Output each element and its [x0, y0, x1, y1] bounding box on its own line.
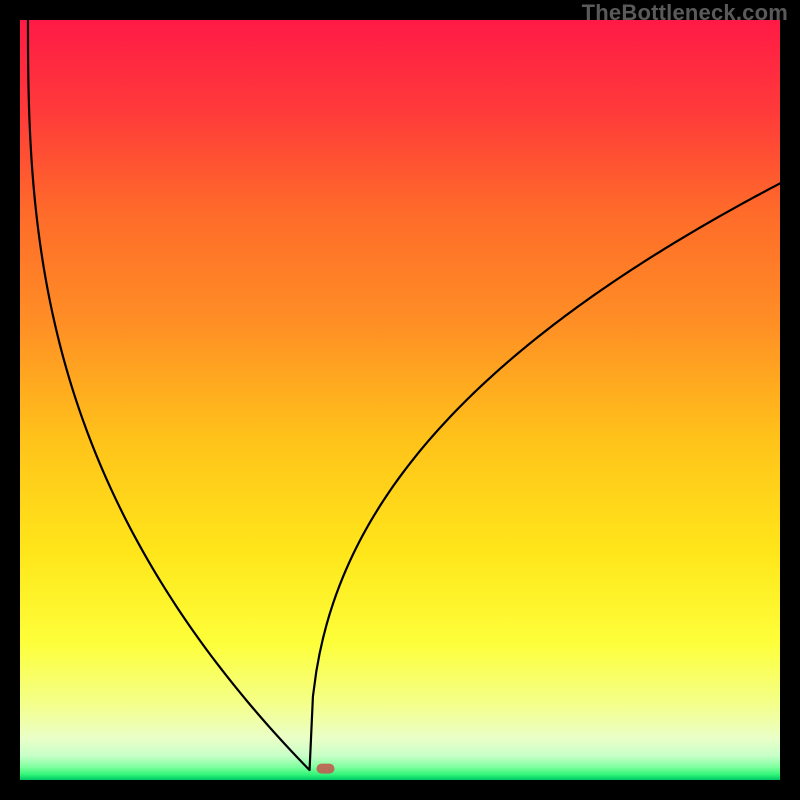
bottleneck-chart: [0, 0, 800, 800]
plot-gradient-bg: [20, 20, 780, 780]
chart-stage: TheBottleneck.com: [0, 0, 800, 800]
watermark-text: TheBottleneck.com: [582, 0, 788, 26]
target-marker: [317, 764, 335, 774]
